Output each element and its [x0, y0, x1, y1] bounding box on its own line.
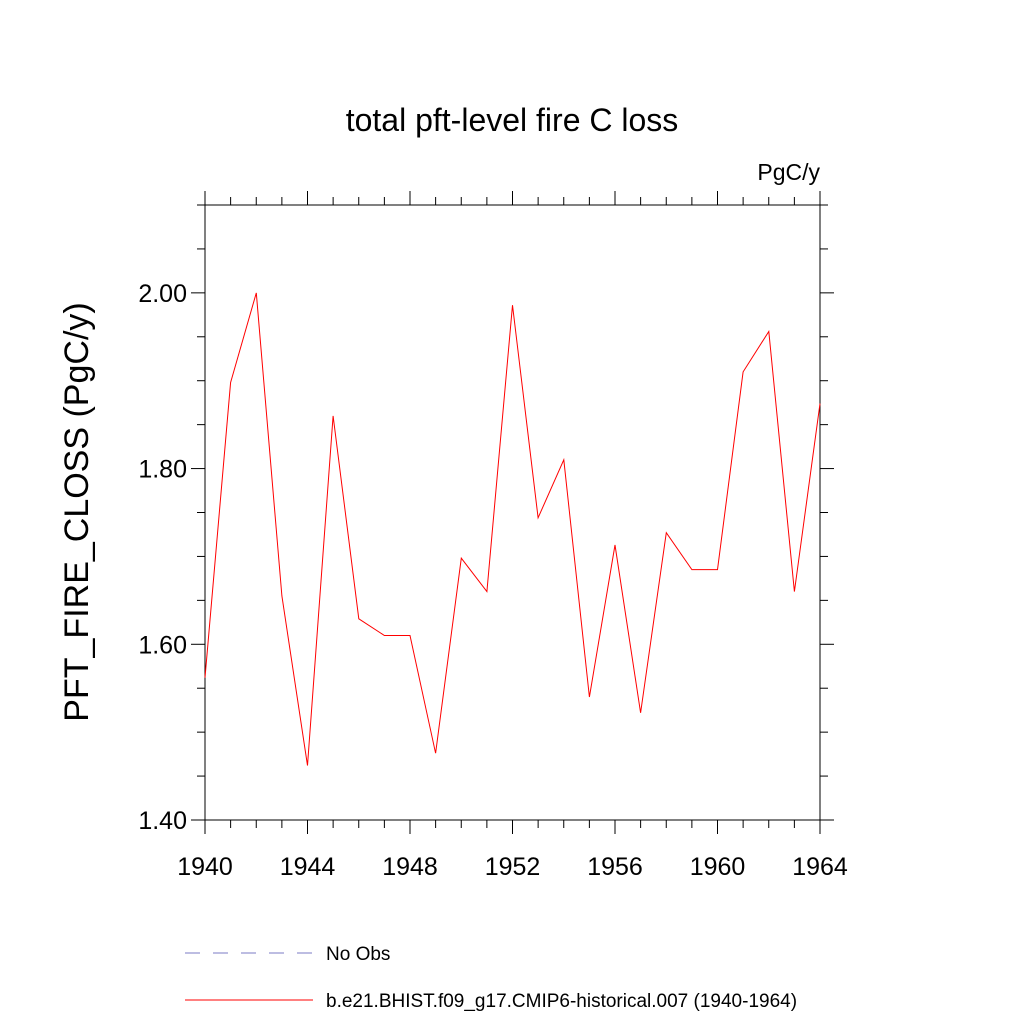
y-tick-label: 1.80 [138, 456, 187, 484]
plot-frame [204, 204, 821, 821]
x-tick-label: 1960 [690, 853, 746, 881]
x-tick-label: 1956 [587, 853, 643, 881]
y-axis-ticks: 1.40 1.60 1.80 2.00 [138, 204, 834, 835]
y-tick-label: 2.00 [138, 280, 187, 308]
x-tick-label: 1952 [485, 853, 541, 881]
x-tick-label: 1948 [382, 853, 438, 881]
y-axis-label: PFT_FIRE_CLOSS (PgC/y) [58, 302, 96, 721]
x-tick-label: 1944 [280, 853, 336, 881]
x-axis-ticks: 1940 1944 1948 1952 1956 1960 1964 [177, 191, 848, 881]
x-tick-label: 1964 [792, 853, 848, 881]
legend-label: b.e21.BHIST.f09_g17.CMIP6-historical.007… [326, 991, 797, 1012]
y-tick-label: 1.40 [138, 807, 187, 835]
legend-label: No Obs [326, 944, 390, 965]
x-tick-label: 1940 [177, 853, 233, 881]
y-tick-label: 1.60 [138, 631, 187, 659]
series-layer [204, 292, 821, 766]
series-line [204, 292, 821, 766]
units-label: PgC/y [757, 159, 820, 185]
chart-title: total pft-level fire C loss [346, 102, 679, 138]
legend: No Obs b.e21.BHIST.f09_g17.CMIP6-historic… [185, 944, 797, 1012]
